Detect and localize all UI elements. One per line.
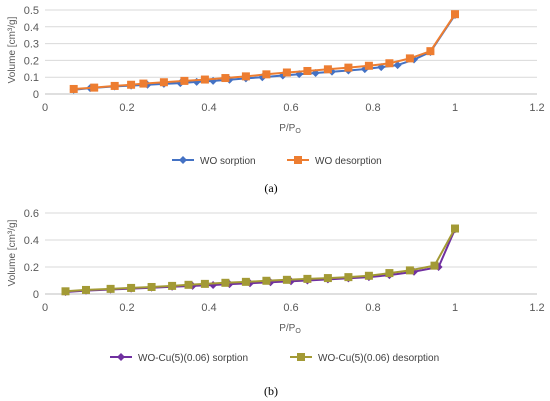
data-point-marker [344, 273, 353, 282]
data-point-marker [282, 68, 291, 77]
y-tick-label: 0.4 [24, 22, 39, 34]
data-point-marker [127, 80, 136, 89]
gridlines-b [45, 212, 537, 295]
data-point-marker [209, 280, 218, 289]
data-point-marker [168, 281, 177, 290]
series-group-a [69, 10, 459, 94]
data-point-marker [405, 54, 414, 63]
legend-swatch-marker [117, 353, 125, 361]
x-tick-label: 0.8 [365, 302, 380, 314]
data-point-marker [430, 261, 439, 270]
series-line-desorption [65, 228, 456, 293]
legend-swatch-marker [179, 156, 187, 164]
x-tick-labels-a: 0 0.2 0.4 0.6 0.8 1 1.2 [42, 102, 545, 114]
data-point-marker [323, 65, 332, 74]
panel-label-b: (b) [264, 384, 278, 398]
x-tick-label: 0 [42, 302, 48, 314]
data-point-marker [344, 63, 353, 72]
x-tick-label: 0.6 [283, 102, 298, 114]
data-point-marker [61, 287, 70, 296]
legend-label: WO-Cu(5)(0.06) sorption [138, 353, 248, 364]
data-point-marker [200, 279, 209, 288]
data-point-marker [241, 72, 250, 81]
legend-swatch-marker [297, 353, 305, 361]
y-axis-label-a: Volume [cm³/g] [7, 16, 18, 83]
y-tick-label: 0.5 [24, 5, 39, 17]
x-tick-label: 0.4 [201, 302, 216, 314]
data-point-marker [221, 74, 230, 83]
legend-swatch-marker [294, 156, 302, 164]
x-tick-label: 1.2 [529, 302, 544, 314]
data-point-marker [184, 280, 193, 289]
data-point-marker [282, 275, 291, 284]
data-point-marker [451, 224, 459, 233]
data-point-marker [221, 278, 230, 287]
y-axis-label-b: Volume [cm³/g] [7, 219, 18, 286]
data-point-marker [364, 271, 373, 280]
chart-panel-b: 0 0.2 0.4 0.6 0 0.2 0.4 0.6 0.8 1 1.2 Volume [cm³… [7, 208, 545, 398]
data-point-marker [426, 47, 435, 56]
data-point-marker [90, 83, 99, 92]
data-point-marker [364, 61, 373, 70]
x-tick-label: 0.2 [119, 102, 134, 114]
data-point-marker [303, 274, 312, 283]
y-tick-labels-b: 0 0.2 0.4 0.6 [24, 208, 39, 301]
x-axis-label-a-sub: O [295, 128, 301, 135]
legend-label: WO sorption [200, 156, 256, 167]
data-point-marker [139, 79, 148, 88]
data-point-marker [82, 285, 90, 294]
x-axis-label-a-main: P/P [279, 123, 295, 134]
x-tick-label: 1.2 [529, 102, 544, 114]
x-tick-label: 0.8 [365, 102, 380, 114]
series-line-sorption [65, 228, 456, 293]
data-point-marker [262, 70, 271, 79]
gridlines-a [45, 9, 537, 95]
data-point-marker [393, 61, 402, 70]
panel-label-a: (a) [264, 181, 277, 195]
data-point-marker [110, 81, 119, 90]
x-tick-label: 1 [452, 302, 458, 314]
series-group-b [61, 224, 459, 296]
y-tick-label: 0 [33, 289, 39, 301]
y-tick-label: 0 [33, 89, 39, 101]
data-point-marker [127, 283, 136, 292]
legend-b: WO-Cu(5)(0.06) sorption WO-Cu(5)(0.06) de… [110, 353, 439, 364]
legend-a: WO sorption WO desorption [172, 156, 382, 167]
legend-label: WO-Cu(5)(0.06) desorption [318, 353, 439, 364]
data-point-marker [180, 76, 189, 85]
x-axis-label-b-sub: O [295, 328, 301, 335]
data-point-marker [262, 276, 271, 285]
x-axis-label-b: P/PO [279, 323, 301, 335]
data-point-marker [241, 277, 250, 286]
data-point-marker [200, 75, 209, 84]
y-tick-label: 0.6 [24, 208, 39, 220]
y-tick-label: 0.3 [24, 39, 39, 51]
x-tick-labels-b: 0 0.2 0.4 0.6 0.8 1 1.2 [42, 302, 545, 314]
x-tick-label: 0.2 [119, 302, 134, 314]
data-point-marker [385, 59, 394, 68]
legend-label: WO desorption [315, 156, 382, 167]
x-axis-label-b-main: P/P [279, 323, 295, 334]
data-point-marker [303, 66, 312, 75]
data-point-marker [69, 84, 78, 93]
data-point-marker [385, 269, 394, 278]
x-tick-label: 1 [452, 102, 458, 114]
y-tick-label: 0.2 [24, 55, 39, 67]
data-point-marker [323, 274, 332, 283]
data-point-marker [147, 282, 156, 291]
data-point-marker [451, 10, 459, 19]
data-point-marker [405, 266, 414, 275]
y-tick-label: 0.4 [24, 235, 39, 247]
y-tick-label: 0.2 [24, 262, 39, 274]
x-tick-label: 0 [42, 102, 48, 114]
chart-panel-a: 0 0.1 0.2 0.3 0.4 0.5 0 0.2 0.4 0.6 0.8 1 1.2 Volum… [7, 5, 545, 195]
y-tick-label: 0.1 [24, 72, 39, 84]
data-point-marker [159, 78, 168, 87]
x-tick-label: 0.6 [283, 302, 298, 314]
y-tick-labels-a: 0 0.1 0.2 0.3 0.4 0.5 [24, 5, 39, 101]
data-point-marker [106, 284, 115, 293]
x-tick-label: 0.4 [201, 102, 216, 114]
x-axis-label-a: P/PO [279, 123, 301, 135]
